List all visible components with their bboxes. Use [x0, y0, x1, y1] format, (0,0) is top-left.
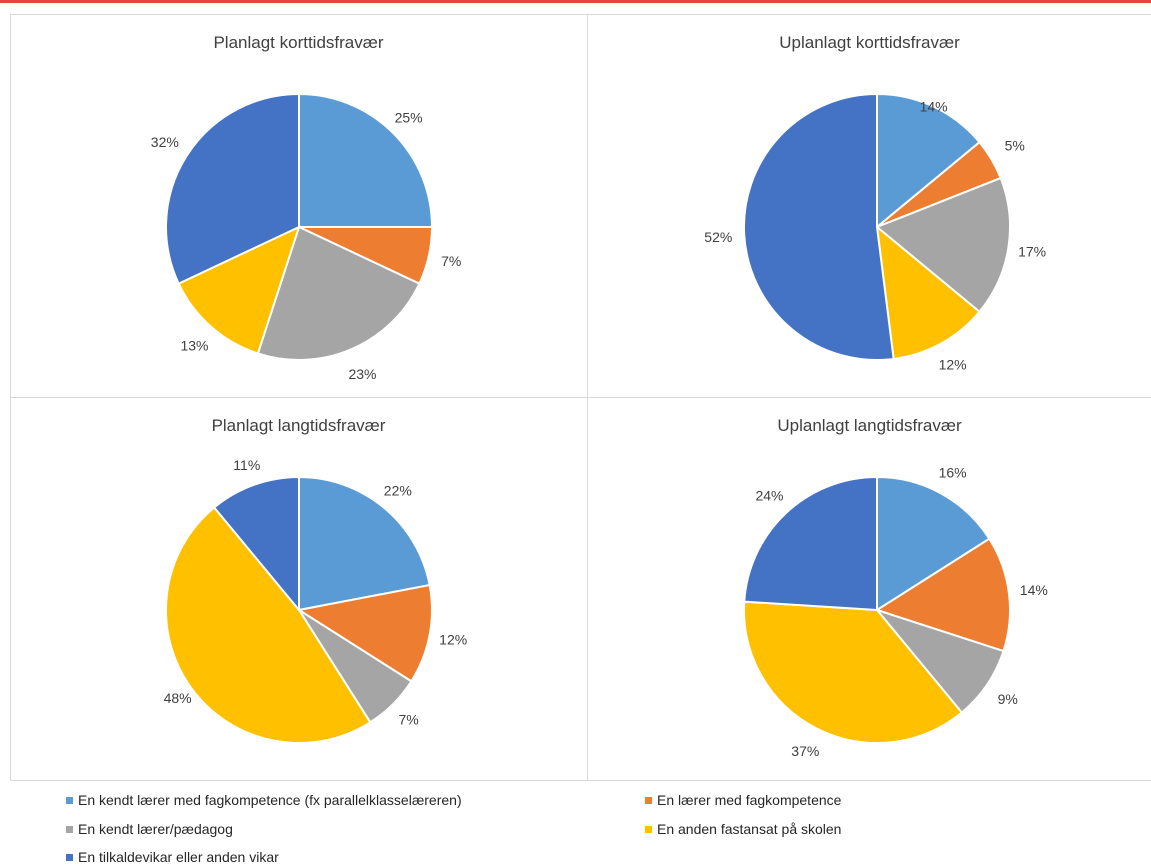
pie-chart: 14% 5% 17% 12% 52%	[704, 92, 1046, 373]
pie-slice-vikar	[212, 475, 300, 613]
pie-slice-kendt-paedagog	[256, 225, 421, 361]
chart-title: Uplanlagt langtidsfravær	[777, 416, 962, 435]
pie-panel-planlagt-korttid: Planlagt korttidsfravær 25% 7% 23% 13% 32%	[10, 15, 587, 397]
pie-slice-fastansat	[743, 600, 964, 744]
data-label: 32%	[151, 134, 179, 150]
data-label: 12%	[439, 631, 467, 647]
pie-slice-fastansat	[164, 506, 372, 745]
data-label: 52%	[704, 229, 732, 245]
legend-item: En anden fastansat på skolen	[645, 821, 841, 837]
data-label: 14%	[920, 99, 948, 115]
pie-slice-kendt-fag	[876, 475, 991, 612]
legend-item: En kendt lærer/pædagog	[66, 821, 233, 837]
pie-chart: 22% 12% 7% 48% 11%	[164, 457, 467, 745]
chart-title: Planlagt langtidsfravær	[211, 416, 386, 435]
legend-swatch	[645, 796, 652, 804]
data-label: 23%	[348, 366, 376, 382]
legend-label: En anden fastansat på skolen	[657, 821, 842, 837]
legend-swatch	[66, 825, 73, 833]
pie-chart: 25% 7% 23% 13% 32%	[151, 92, 461, 382]
chart-title: Uplanlagt korttidsfravær	[779, 33, 960, 52]
legend-swatch	[66, 853, 73, 861]
pie-panel-planlagt-langtid: Planlagt langtidsfravær 22% 12% 7% 48% 11%	[10, 398, 587, 780]
legend-swatch	[66, 796, 73, 804]
data-label: 16%	[939, 464, 967, 480]
pie-slice-fastansat	[875, 224, 981, 361]
pie-panel-uplanlagt-langtid: Uplanlagt langtidsfravær 16% 14% 9% 37% 24%	[588, 398, 1151, 780]
top-accent-rule	[0, 0, 1151, 3]
legend-label: En kendt lærer med fagkompetence (fx par…	[78, 792, 462, 808]
data-label: 7%	[398, 712, 418, 728]
data-label: 9%	[998, 691, 1018, 707]
legend-label: En lærer med fagkompetence	[657, 792, 842, 808]
legend-label: En tilkaldevikar eller anden vikar	[78, 849, 279, 865]
data-label: 48%	[164, 690, 192, 706]
pie-slice-kendt-fag	[298, 92, 434, 228]
pie-slice-vikar	[165, 92, 300, 285]
pie-slice-vikar	[742, 92, 895, 361]
data-label: 11%	[233, 457, 260, 473]
pie-slice-vikar	[743, 475, 878, 612]
data-label: 17%	[1018, 244, 1046, 260]
pie-slice-kendt-fag	[876, 92, 981, 230]
data-label: 13%	[180, 338, 208, 354]
pie-chart: 16% 14% 9% 37% 24%	[743, 464, 1048, 759]
legend-swatch	[645, 825, 652, 833]
data-label: 14%	[1020, 582, 1048, 598]
legend-label: En kendt lærer/pædagog	[78, 821, 233, 837]
chart-title: Planlagt korttidsfravær	[213, 33, 384, 52]
pie-panel-uplanlagt-korttid: Uplanlagt korttidsfravær 14% 5% 17% 12% 52%	[588, 15, 1151, 397]
pie-slice-kendt-fag	[298, 475, 431, 612]
legend-item: En lærer med fagkompetence	[645, 792, 841, 808]
data-label: 22%	[384, 483, 412, 499]
data-label: 7%	[441, 253, 461, 269]
data-label: 12%	[939, 357, 967, 373]
pie-slice-fastansat	[177, 225, 301, 355]
data-label: 25%	[395, 109, 423, 125]
legend-item: En tilkaldevikar eller anden vikar	[66, 849, 279, 865]
data-label: 24%	[755, 488, 783, 504]
data-label: 5%	[1005, 138, 1025, 154]
pie-slice-kendt-paedagog	[875, 176, 1011, 314]
data-label: 37%	[791, 743, 819, 759]
pie-slice-fag	[296, 583, 433, 683]
legend-item: En kendt lærer med fagkompetence (fx par…	[66, 792, 462, 808]
legend: En kendt lærer med fagkompetence (fx par…	[0, 780, 1151, 865]
pie-slice-fag	[874, 537, 1011, 653]
